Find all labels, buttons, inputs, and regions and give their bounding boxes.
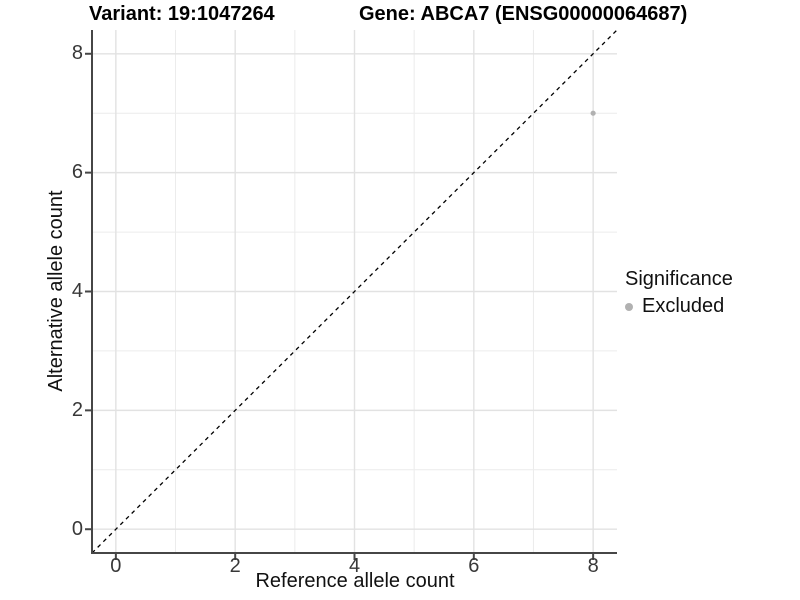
x-tick-label: 8 (587, 555, 599, 577)
x-tick-label: 2 (229, 555, 241, 577)
plot-title-gene: Gene: ABCA7 (ENSG00000064687) (359, 3, 688, 25)
legend-title: Significance (625, 268, 733, 290)
x-tick-label: 4 (348, 555, 361, 577)
x-axis-title: Reference allele count (255, 570, 455, 592)
legend-item: Excluded (625, 295, 733, 318)
y-tick-label: 0 (71, 517, 83, 540)
legend-items: Excluded (625, 295, 733, 318)
legend: Significance Excluded (625, 268, 733, 318)
data-point (590, 110, 596, 116)
y-tick-label: 2 (71, 398, 83, 421)
x-tick-label: 6 (468, 555, 480, 577)
y-tick-label: 8 (71, 42, 83, 65)
circle-icon (625, 302, 633, 311)
y-tick-label: 4 (71, 280, 83, 302)
legend-item-label: Excluded (642, 295, 725, 317)
y-tick-label: 6 (71, 161, 83, 184)
identity-dashed-line (91, 29, 618, 554)
plot-title-variant: Variant: 19:1047264 (89, 3, 275, 25)
y-axis-title: Alternative allele count (45, 190, 67, 392)
x-tick-label: 0 (110, 555, 122, 577)
